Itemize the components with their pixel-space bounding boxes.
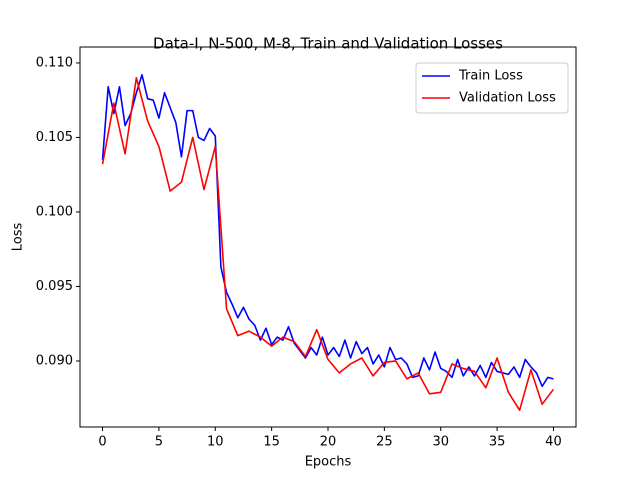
legend-label: Train Loss bbox=[458, 69, 523, 84]
x-tick-label: 5 bbox=[155, 435, 163, 450]
x-tick-label: 25 bbox=[376, 435, 393, 450]
chart-title: Data-I, N-500, M-8, Train and Validation… bbox=[153, 35, 503, 53]
x-tick-label: 0 bbox=[98, 435, 106, 450]
x-tick-label: 35 bbox=[489, 435, 506, 450]
plot-frame bbox=[79, 46, 577, 428]
x-tick-label: 30 bbox=[432, 435, 449, 450]
y-tick-label: 0.095 bbox=[36, 279, 73, 294]
y-axis-label: Loss bbox=[11, 223, 26, 252]
series-line bbox=[101, 74, 554, 388]
x-tick-label: 15 bbox=[263, 435, 280, 450]
y-tick-label: 0.105 bbox=[36, 130, 73, 145]
y-tick-label: 0.100 bbox=[36, 204, 73, 219]
series-line bbox=[101, 77, 555, 411]
x-tick-label: 20 bbox=[320, 435, 337, 450]
y-tick-label: 0.110 bbox=[36, 55, 73, 70]
x-axis-label: Epochs bbox=[305, 455, 352, 470]
y-tick-label: 0.090 bbox=[36, 353, 73, 368]
legend-box bbox=[415, 62, 569, 114]
legend-label: Validation Loss bbox=[459, 91, 556, 106]
x-tick-label: 10 bbox=[207, 435, 224, 450]
x-tick-label: 40 bbox=[545, 435, 562, 450]
